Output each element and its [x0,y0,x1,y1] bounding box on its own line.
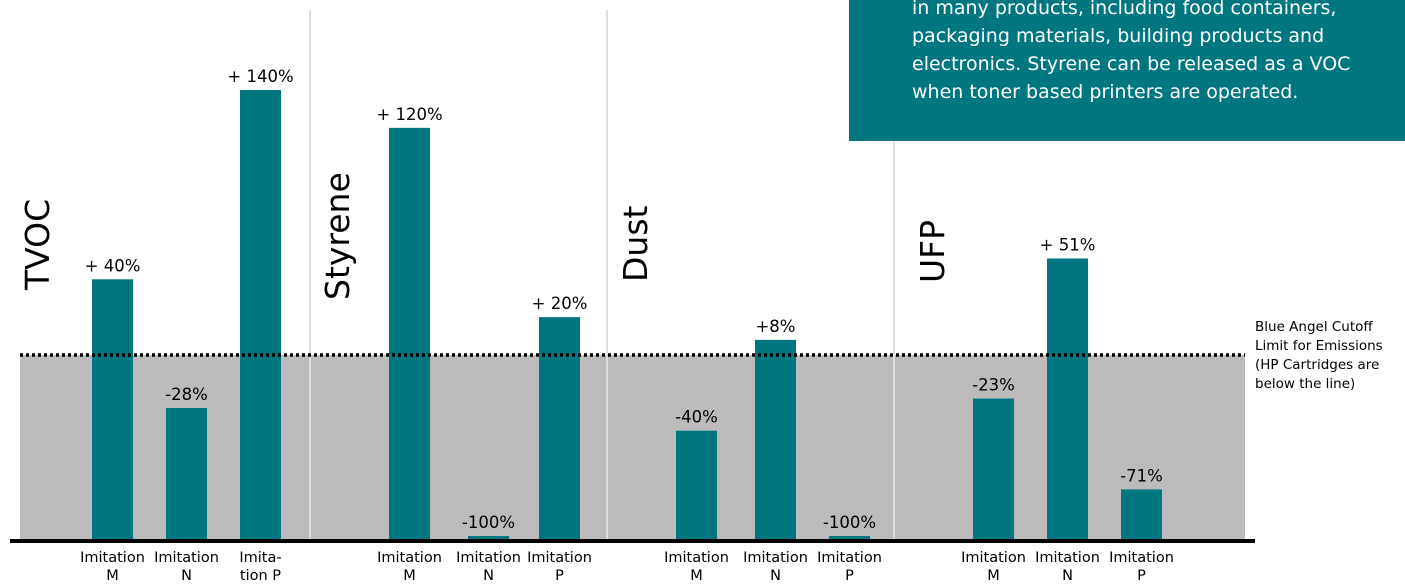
group-title: UFP [913,220,952,283]
category-label: Imitation [664,550,729,566]
bar [166,408,207,539]
category-label: Imitation [80,550,145,566]
data-label: +8% [755,317,795,336]
bar [389,127,430,539]
category-label: N [1062,568,1073,584]
category-label: Imitation [154,550,219,566]
category-label: tion P [240,568,281,584]
bar [539,317,580,539]
data-label: + 140% [227,67,293,86]
category-label: Imitation [527,550,592,566]
data-label: -23% [972,376,1015,395]
data-label: -28% [165,385,208,404]
data-label: -71% [1120,466,1163,485]
bar [468,536,509,539]
category-label: M [690,568,703,584]
bar [829,536,870,539]
category-label: M [403,568,416,584]
category-label: P [845,568,854,584]
bar [973,398,1014,539]
data-label: -100% [462,513,515,532]
data-label: -100% [823,513,876,532]
bar [755,339,796,539]
chart-group-styrene: Styrene + 120% Imitation M -100% Imitation N + … [318,105,592,584]
category-label: Imitation [817,550,882,566]
data-label: + 20% [532,294,588,313]
data-label: + 40% [85,256,141,275]
category-label: Imitation [1035,550,1100,566]
chart-group-dust: Dust -40% Imitation M +8% Imitation N -100% Imit… [616,205,882,584]
category-label: N [770,568,781,584]
bar [1121,489,1162,539]
category-label: Imitation [743,550,808,566]
chart-group-ufp: UFP -23% Imitation M + 51% Imitation N -71% Imit… [913,220,1174,584]
group-title: TVOC [18,199,57,291]
bar [676,430,717,539]
category-label: P [1137,568,1146,584]
bar [240,90,281,539]
category-label: M [987,568,1000,584]
category-label: Imitation [961,550,1026,566]
data-label: -40% [675,408,718,427]
category-label: Imitation [456,550,521,566]
below-cutoff-band [20,355,1245,539]
chart-group-tvoc: TVOC + 40% Imitation M -28% Imitation N + 140% I… [18,67,294,584]
data-label: + 51% [1040,235,1096,254]
data-label: + 120% [376,105,442,124]
category-label: Imita- [239,550,281,566]
group-title: Styrene [318,172,357,300]
styrene-info-box: in many products, including food contain… [849,0,1405,141]
category-label: P [555,568,564,584]
cutoff-note: Blue Angel Cutoff Limit for Emissions (H… [1255,319,1383,392]
bar [1047,258,1088,539]
bar [92,279,133,539]
group-title: Dust [616,205,655,282]
category-label: Imitation [1109,550,1174,566]
category-label: N [483,568,494,584]
category-label: M [106,568,119,584]
info-box-text: in many products, including food contain… [912,0,1351,103]
category-label: Imitation [377,550,442,566]
category-label: N [181,568,192,584]
